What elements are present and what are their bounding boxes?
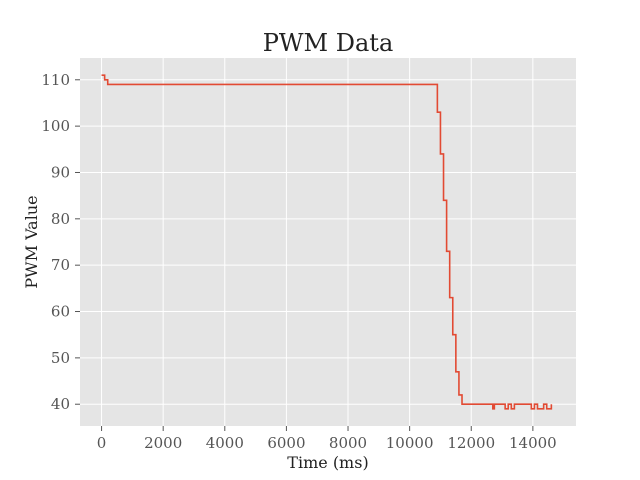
x-tick-label: 10000 [386, 434, 434, 452]
x-tick-label: 8000 [329, 434, 367, 452]
x-tick-label: 6000 [267, 434, 305, 452]
x-tick-label: 0 [97, 434, 107, 452]
y-gridlines [80, 79, 576, 405]
y-tick-label: 80 [51, 210, 70, 228]
y-tick-label: 60 [51, 303, 70, 321]
x-tick-label: 4000 [206, 434, 244, 452]
plot-background [80, 58, 576, 426]
x-tick-label: 14000 [509, 434, 557, 452]
y-tick-label: 100 [41, 117, 70, 135]
pwm-series-line [101, 74, 553, 410]
y-tick-label: 50 [51, 349, 70, 367]
x-axis-ticks: 0 2000 4000 6000 8000 10000 12000 14000 [97, 426, 557, 452]
x-tick-label: 2000 [144, 434, 182, 452]
x-gridlines [101, 58, 534, 426]
y-axis-ticks: 40 50 60 70 80 90 100 110 [41, 71, 80, 413]
x-axis-label: Time (ms) [287, 453, 368, 472]
y-tick-label: 40 [51, 395, 70, 413]
chart-title: PWM Data [263, 29, 394, 57]
y-tick-label: 110 [41, 71, 70, 89]
y-axis-label: PWM Value [22, 195, 41, 288]
y-tick-label: 70 [51, 256, 70, 274]
x-tick-label: 12000 [447, 434, 495, 452]
y-tick-label: 90 [51, 163, 70, 181]
